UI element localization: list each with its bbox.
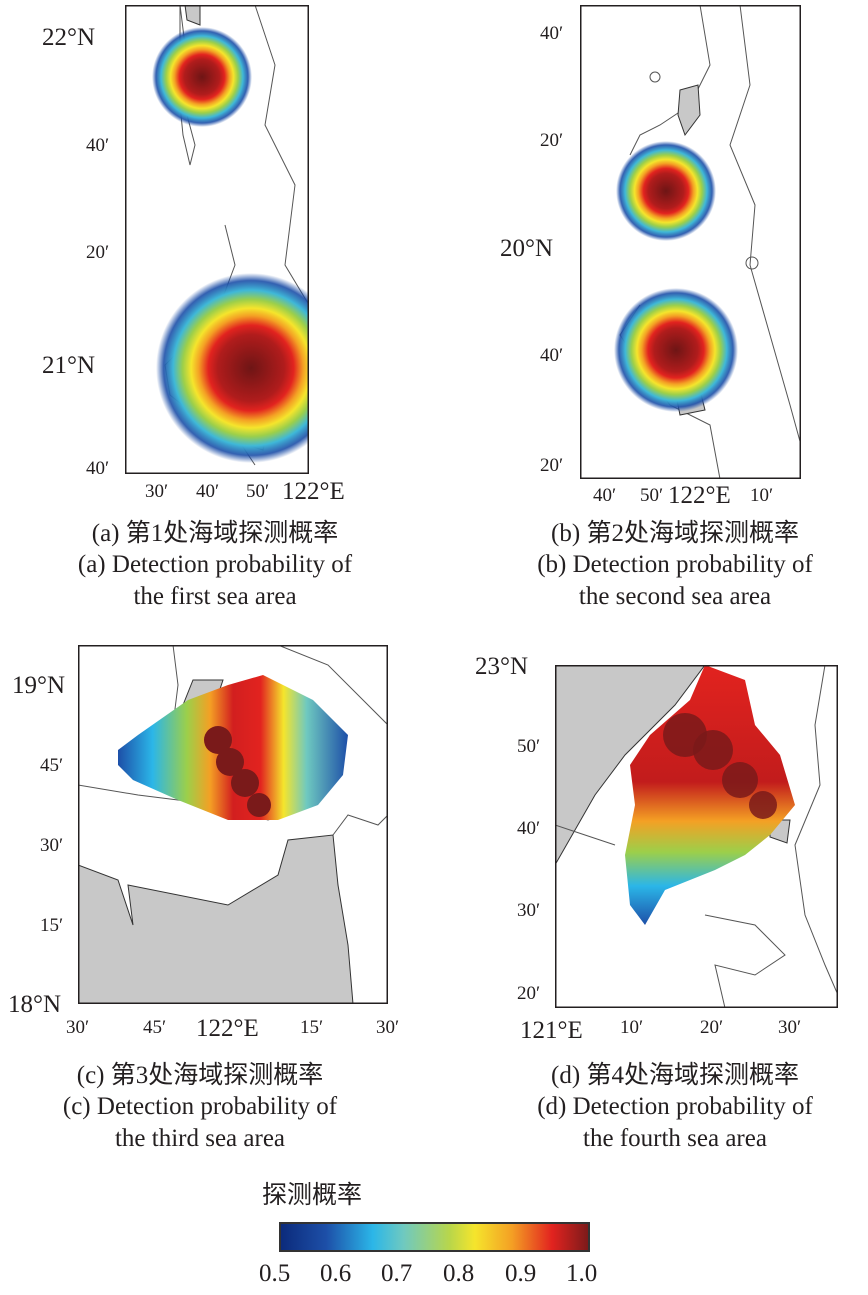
- y-tick: 40′: [540, 345, 564, 366]
- y-tick: 18°N: [8, 991, 62, 1018]
- y-tick: 30′: [517, 900, 541, 921]
- x-tick: 122°E: [282, 478, 345, 505]
- x-tick: 40′: [196, 481, 220, 502]
- caption-cn: (c) 第3处海域探测概率: [76, 1062, 324, 1089]
- y-tick: 15′: [40, 915, 64, 936]
- x-tick: 30′: [66, 1017, 90, 1038]
- y-tick: 40′: [540, 23, 564, 44]
- caption-en: the first sea area: [133, 582, 297, 610]
- y-tick: 30′: [40, 835, 64, 856]
- caption-en: (b) Detection probability of: [537, 551, 813, 579]
- y-tick: 50′: [517, 736, 541, 757]
- x-tick: 10′: [750, 485, 774, 506]
- x-tick: 40′: [593, 485, 617, 506]
- caption-en: the third sea area: [114, 1124, 286, 1152]
- caption-en: (c) Detection probability of: [62, 1093, 338, 1121]
- probability-blob: [156, 273, 309, 463]
- x-tick: 122°E: [668, 482, 731, 509]
- y-tick: 22°N: [42, 24, 96, 51]
- probability-blob: [152, 27, 252, 127]
- caption-en: (d) Detection probability of: [537, 1093, 813, 1121]
- x-tick: 121°E: [520, 1017, 583, 1044]
- caption-en: the second sea area: [578, 582, 772, 610]
- caption-en: the fourth sea area: [583, 1124, 767, 1152]
- y-tick: 40′: [86, 458, 110, 479]
- probability-area: [118, 675, 348, 820]
- x-tick: 30′: [376, 1017, 400, 1038]
- x-tick: 30′: [778, 1017, 802, 1038]
- y-tick: 19°N: [12, 672, 66, 699]
- colorbar-tick: 1.0: [566, 1260, 598, 1287]
- y-tick: 20′: [540, 130, 564, 151]
- colorbar-tick: 0.8: [443, 1260, 475, 1287]
- x-tick: 20′: [700, 1017, 724, 1038]
- y-tick: 45′: [40, 755, 64, 776]
- x-tick: 15′: [300, 1017, 324, 1038]
- x-tick: 30′: [145, 481, 169, 502]
- x-tick: 45′: [143, 1017, 167, 1038]
- map-b: [580, 5, 801, 479]
- y-tick: 20°N: [500, 235, 554, 262]
- colorbar-tick: 0.9: [505, 1260, 537, 1287]
- map-a: [125, 5, 309, 474]
- map-d: [555, 665, 838, 1008]
- x-tick: 122°E: [196, 1015, 259, 1042]
- y-tick: 20′: [86, 242, 110, 263]
- colorbar-tick: 0.5: [259, 1260, 291, 1287]
- probability-blob: [616, 141, 716, 241]
- colorbar-tick: 0.7: [381, 1260, 413, 1287]
- colorbar-tick: 0.6: [320, 1260, 352, 1287]
- x-tick: 10′: [620, 1017, 644, 1038]
- probability-blob: [614, 288, 738, 412]
- caption-cn: (b) 第2处海域探测概率: [551, 520, 799, 547]
- y-tick: 20′: [517, 983, 541, 1004]
- y-tick: 23°N: [475, 653, 529, 680]
- caption-cn: (d) 第4处海域探测概率: [551, 1062, 799, 1089]
- caption-en: (a) Detection probability of: [77, 551, 353, 579]
- y-tick: 40′: [86, 135, 110, 156]
- colorbar-title: 探测概率: [262, 1182, 363, 1209]
- caption-cn: (a) 第1处海域探测概率: [91, 520, 339, 547]
- y-tick: 40′: [517, 818, 541, 839]
- map-c: [78, 645, 388, 1004]
- x-tick: 50′: [640, 485, 664, 506]
- y-tick: 20′: [540, 455, 564, 476]
- y-tick: 21°N: [42, 352, 96, 379]
- colorbar-gradient: [279, 1222, 590, 1252]
- x-tick: 50′: [246, 481, 270, 502]
